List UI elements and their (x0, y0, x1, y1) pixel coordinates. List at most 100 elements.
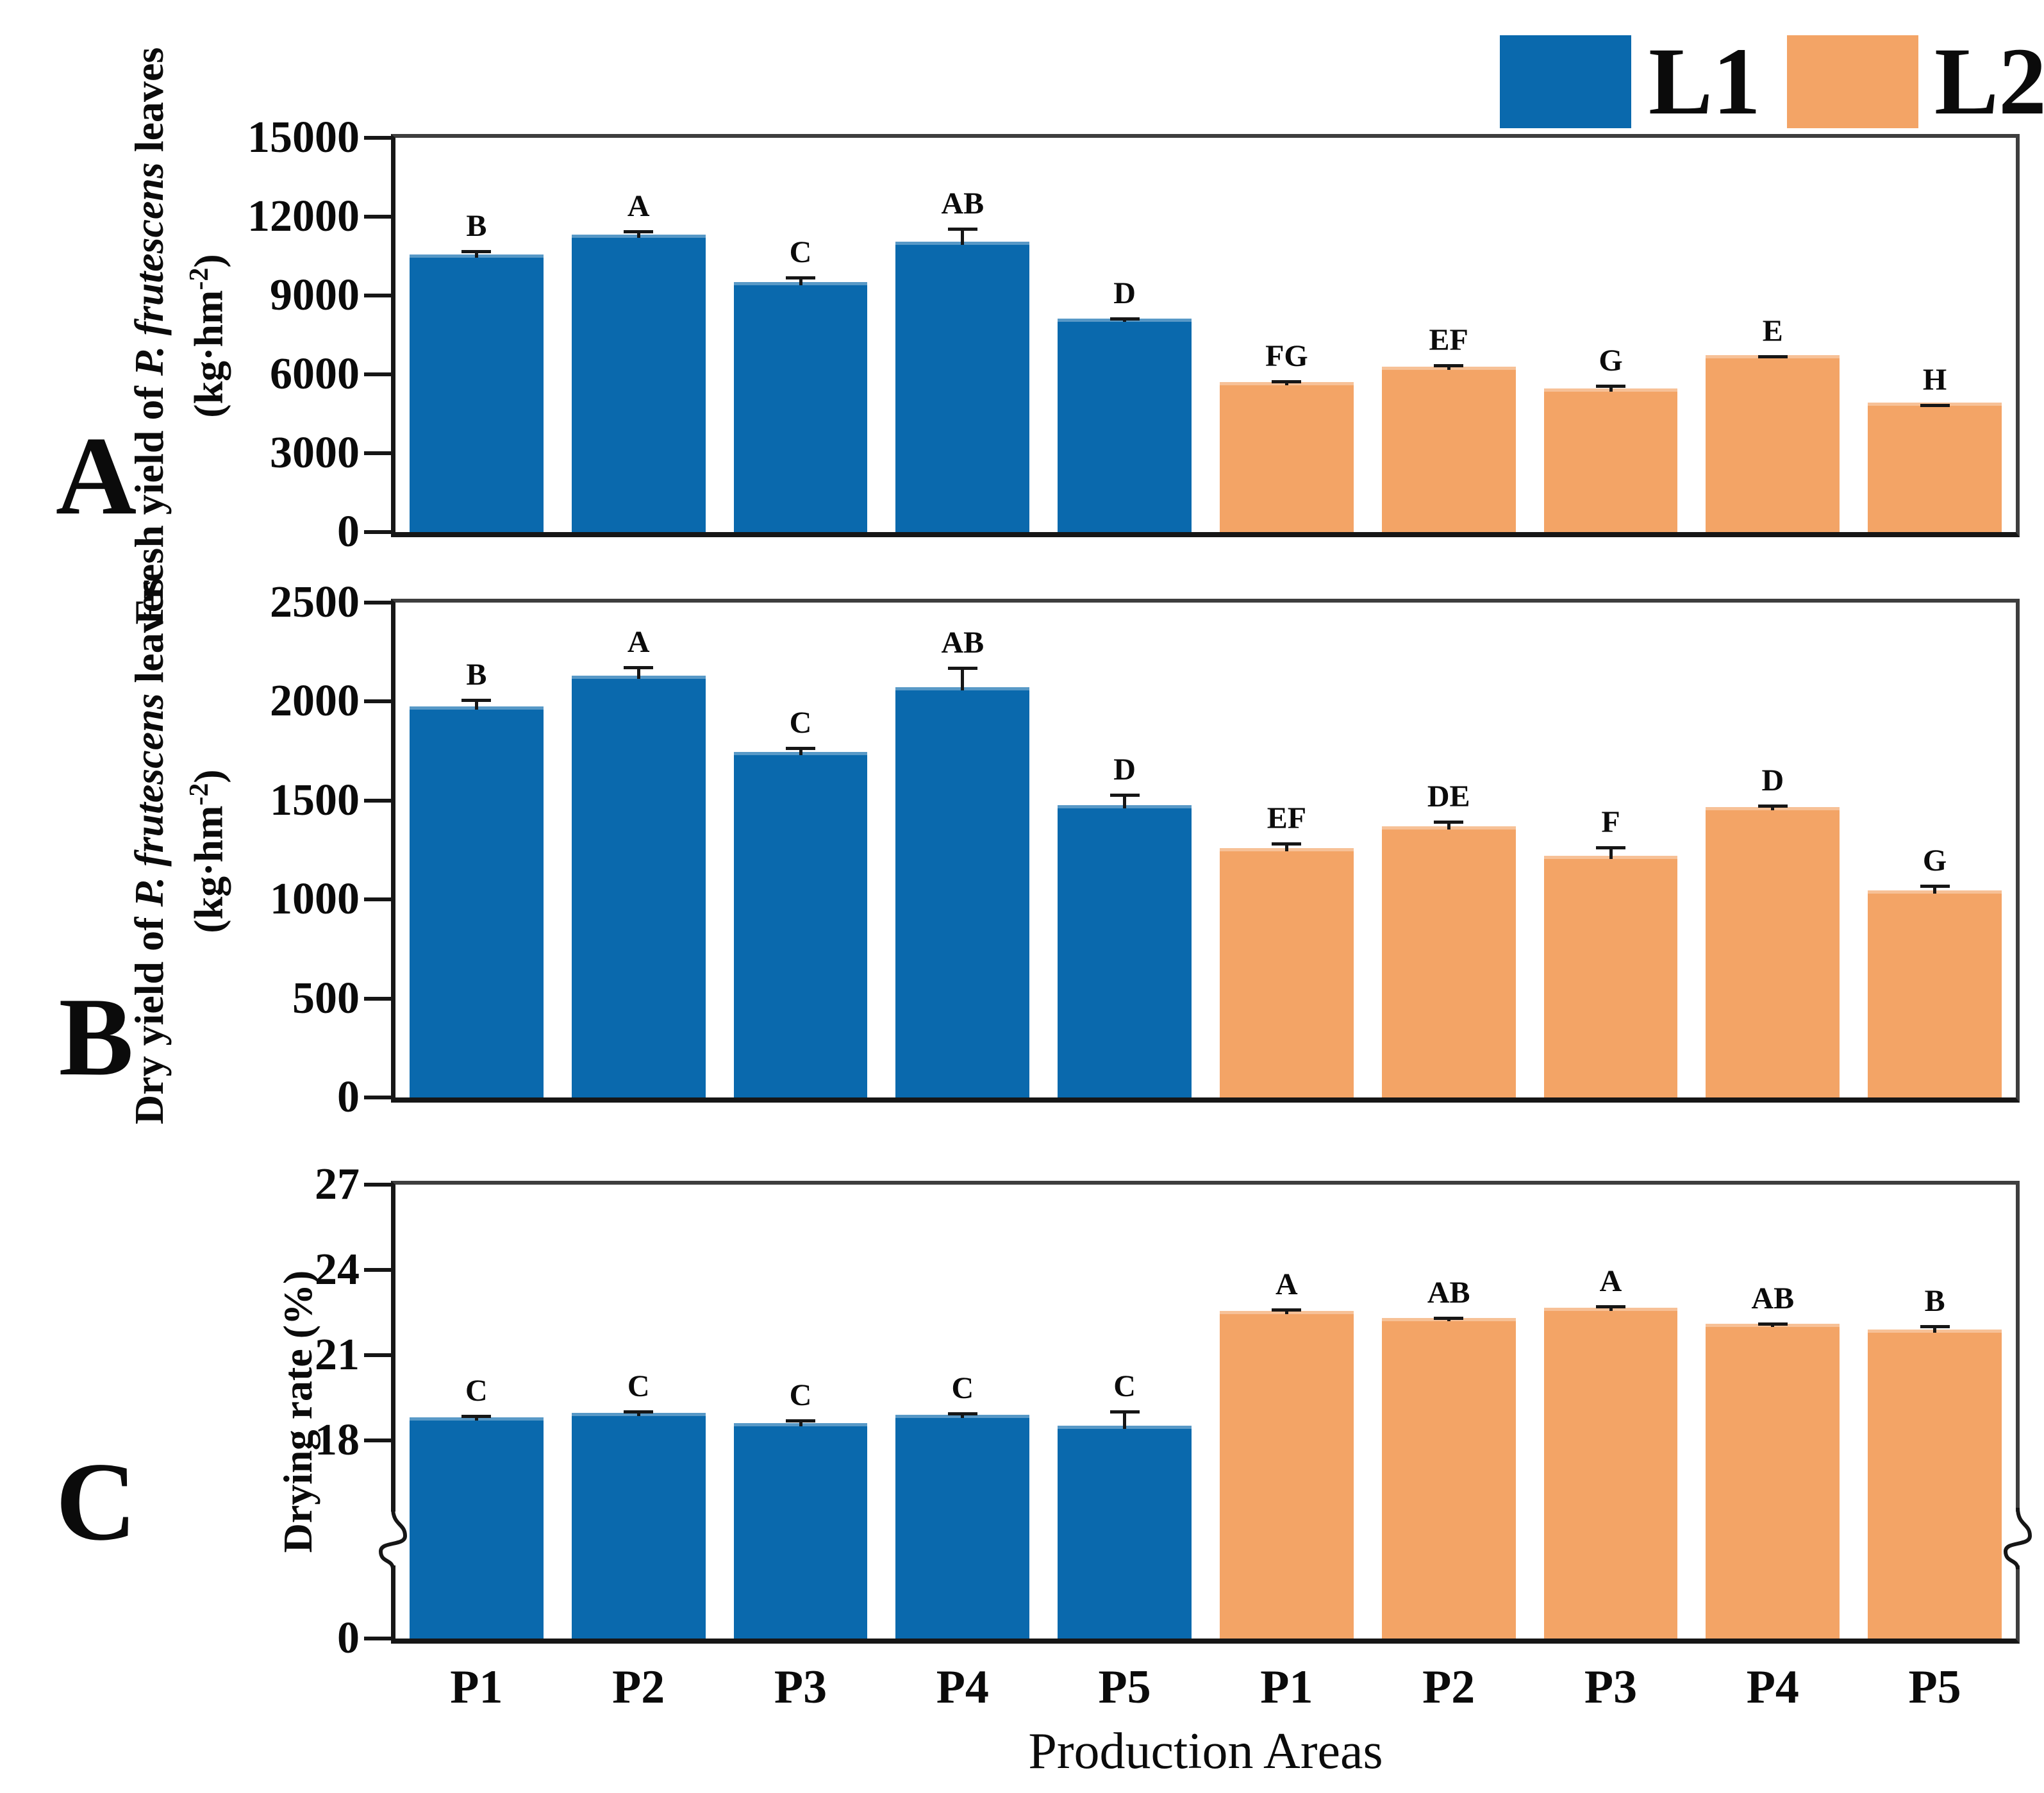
y-tick (364, 1183, 391, 1187)
error-bar (474, 698, 478, 710)
bar-l2-p5 (1868, 890, 2002, 1097)
bar-l1-p1 (409, 1417, 544, 1639)
bar-l2-p2 (1381, 367, 1516, 532)
significance-letter: G (1922, 844, 1947, 878)
y-tick (364, 996, 391, 1001)
bar-fill (1381, 826, 1516, 1097)
error-bar (799, 1419, 802, 1426)
legend-label-l2: L2 (1934, 28, 2044, 135)
bar-l2-p2 (1381, 1317, 1516, 1639)
bar-l2-p4 (1706, 355, 1840, 532)
y-tick-label: 0 (337, 507, 360, 556)
y-axis-title-panel-c: Drying rate (%) (275, 1270, 320, 1553)
legend-swatch-l2 (1787, 35, 1918, 128)
significance-letter: C (951, 1371, 974, 1405)
error-bar-cap (786, 1419, 815, 1422)
bar-fill (1219, 847, 1354, 1097)
significance-letter: C (465, 1374, 488, 1408)
axis-break-icon (376, 1508, 410, 1570)
x-tick-label: P5 (1908, 1661, 1961, 1714)
error-bar-cap (1757, 804, 1788, 808)
y-tick (364, 1637, 391, 1640)
x-tick-label: P1 (1260, 1661, 1313, 1714)
bar-fill (1706, 355, 1840, 532)
significance-letter: C (789, 706, 812, 740)
bar-fill (409, 706, 544, 1097)
y-tick (364, 699, 391, 704)
significance-letter: B (466, 209, 487, 244)
significance-letter: D (1113, 753, 1136, 787)
y-tick-label: 24 (315, 1244, 360, 1294)
significance-letter: C (1113, 1369, 1136, 1404)
y-tick (364, 530, 391, 534)
error-bar (1123, 794, 1127, 809)
error-bar-cap (1596, 385, 1625, 388)
bar-l2-p1 (1219, 847, 1354, 1097)
bar-fill (571, 675, 706, 1097)
bar-l1-p4 (895, 687, 1030, 1097)
significance-letter: D (1113, 276, 1136, 311)
bar-fill (409, 1417, 544, 1639)
bar-fill (1381, 367, 1516, 532)
significance-letter: AB (941, 187, 985, 221)
bar-l2-p3 (1543, 1308, 1678, 1639)
y-tick-label: 2000 (270, 676, 360, 726)
panel-a-plot: 0 3000 6000 9000 12000 15000 B A C AB D FG EF G E H (247, 114, 2020, 556)
error-bar-cap (1434, 364, 1464, 368)
bar-fill (571, 234, 706, 532)
axis-break-icon (2000, 1508, 2035, 1570)
significance-letter: B (466, 657, 487, 692)
x-tick-label: P1 (450, 1661, 503, 1714)
error-bar (799, 747, 802, 755)
significance-letter: F (1601, 805, 1620, 839)
significance-letter: EF (1429, 323, 1468, 358)
y-tick (364, 215, 391, 219)
error-bar (1609, 385, 1613, 392)
error-bar-cap (461, 250, 492, 254)
error-bar (474, 250, 478, 258)
significance-letter: C (789, 1378, 812, 1412)
bar-l1-p5 (1058, 805, 1192, 1097)
error-bar-cap (1434, 820, 1464, 824)
x-tick-label: P4 (1746, 1661, 1799, 1714)
error-bar-cap (1434, 1317, 1464, 1321)
bar-l1-p3 (733, 751, 868, 1097)
bar-fill (1706, 1323, 1840, 1639)
error-bar-cap (1272, 842, 1302, 846)
y-tick-label: 9000 (270, 271, 360, 320)
error-bar-cap (1920, 1325, 1950, 1329)
y-tick-label: 18 (315, 1415, 360, 1465)
bar-fill (1219, 1310, 1354, 1639)
significance-letter: E (1762, 314, 1783, 349)
bar-l1-p5 (1058, 318, 1192, 532)
bar-l1-p2 (571, 234, 706, 532)
y-tick (364, 897, 391, 902)
bar-l1-p3 (733, 1422, 868, 1639)
bar-l2-p3 (1543, 388, 1678, 532)
bar-l2-p5 (1868, 1329, 2002, 1639)
significance-letter: AB (1427, 1276, 1470, 1310)
y-tick (364, 1096, 391, 1099)
error-bar-cap (624, 1410, 654, 1414)
significance-letter: G (1599, 344, 1623, 378)
y-tick-label: 3000 (270, 428, 360, 478)
error-bar-cap (624, 229, 654, 233)
error-bar (1447, 820, 1450, 830)
x-tick-label: P5 (1098, 1661, 1151, 1714)
x-tick-label: P2 (1422, 1661, 1475, 1714)
panel-letter-a: A (55, 413, 137, 538)
bar-fill (1058, 318, 1192, 532)
bar-fill (895, 1414, 1030, 1639)
error-bar-cap (461, 698, 492, 702)
legend-swatch-l1 (1500, 35, 1631, 128)
error-bar (1609, 846, 1613, 859)
bar-fill (895, 241, 1030, 532)
error-bar-cap (1109, 794, 1140, 797)
error-bar-cap (1757, 355, 1788, 359)
y-tick (364, 1438, 391, 1442)
error-bar-cap (461, 1415, 492, 1419)
bar-l2-p4 (1706, 807, 1840, 1097)
significance-letter: H (1922, 362, 1947, 397)
error-bar-cap (947, 228, 977, 231)
